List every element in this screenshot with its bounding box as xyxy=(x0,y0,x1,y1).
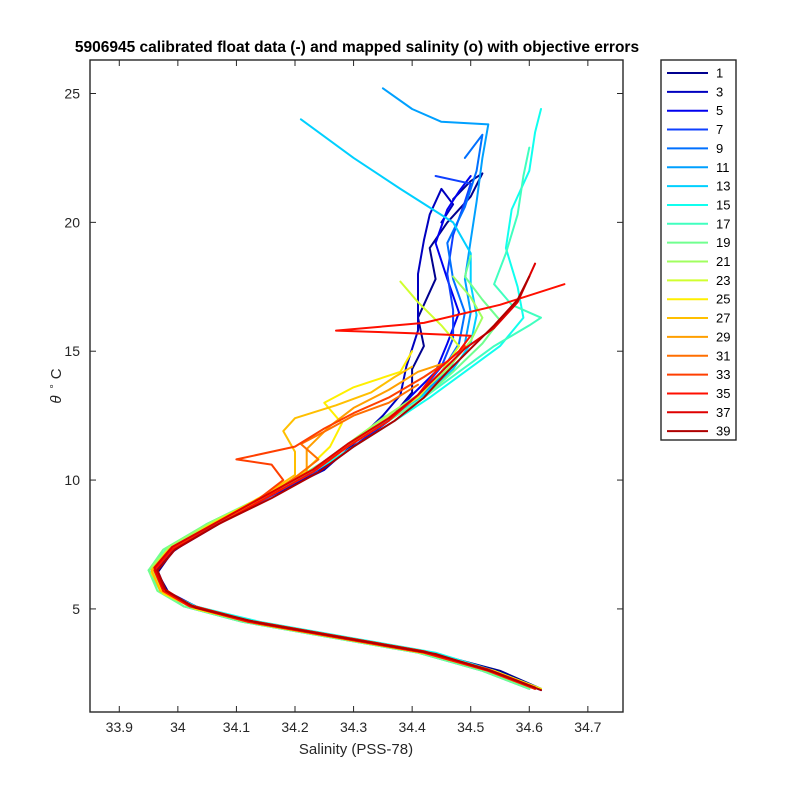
legend-label: 7 xyxy=(716,122,723,137)
legend-item-27: 27 xyxy=(667,311,730,326)
y-tick-label: 5 xyxy=(72,601,80,617)
legend-label: 19 xyxy=(716,235,730,250)
legend-item-35: 35 xyxy=(667,386,730,401)
legend-item-13: 13 xyxy=(667,179,730,194)
y-axis-ticks: 5 10 15 20 25 xyxy=(64,86,623,617)
legend-item-7: 7 xyxy=(667,122,723,137)
legend-label: 23 xyxy=(716,273,730,288)
legend-item-9: 9 xyxy=(667,141,723,156)
series-line-39 xyxy=(156,275,542,692)
x-tick-label: 33.9 xyxy=(106,719,133,735)
legend-label: 27 xyxy=(716,311,730,326)
y-axis-label-symbol: θ xyxy=(48,395,65,403)
legend-label: 13 xyxy=(716,179,730,194)
legend-item-17: 17 xyxy=(667,216,730,231)
legend-label: 31 xyxy=(716,348,730,363)
legend-label: 11 xyxy=(716,160,730,175)
legend-label: 29 xyxy=(716,329,730,344)
y-axis-label: θ ∘ C xyxy=(47,368,65,403)
legend-item-33: 33 xyxy=(667,367,730,382)
legend-item-1: 1 xyxy=(667,66,723,81)
x-tick-label: 34.5 xyxy=(457,719,484,735)
legend-item-21: 21 xyxy=(667,254,730,269)
legend-label: 15 xyxy=(716,197,730,212)
x-tick-label: 34.3 xyxy=(340,719,367,735)
y-tick-label: 10 xyxy=(64,472,80,488)
x-axis-label: Salinity (PSS-78) xyxy=(299,741,413,758)
legend-item-37: 37 xyxy=(667,405,730,420)
legend-item-11: 11 xyxy=(667,160,730,175)
legend-label: 35 xyxy=(716,386,730,401)
legend-item-3: 3 xyxy=(667,84,723,99)
legend-item-15: 15 xyxy=(667,197,730,212)
y-axis-label-degree: ∘ xyxy=(47,383,58,389)
chart-title: 5906945 calibrated float data (-) and ma… xyxy=(75,39,639,56)
legend-label: 37 xyxy=(716,405,730,420)
x-tick-label: 34.6 xyxy=(516,719,543,735)
legend-label: 25 xyxy=(716,292,730,307)
x-tick-label: 34.2 xyxy=(281,719,308,735)
legend-label: 9 xyxy=(716,141,723,156)
y-tick-label: 15 xyxy=(64,343,80,359)
plot-frame xyxy=(89,59,624,713)
legend-label: 3 xyxy=(716,84,723,99)
legend-label: 33 xyxy=(716,367,730,382)
legend-label: 5 xyxy=(716,103,723,118)
y-axis-label-unit: C xyxy=(48,368,65,379)
legend-item-5: 5 xyxy=(667,103,723,118)
legend-item-25: 25 xyxy=(667,292,730,307)
legend-label: 39 xyxy=(716,424,730,439)
legend-item-39: 39 xyxy=(667,424,730,439)
series-layer xyxy=(147,87,566,692)
x-tick-label: 34.7 xyxy=(574,719,601,735)
legend-item-29: 29 xyxy=(667,329,730,344)
y-tick-label: 20 xyxy=(64,214,80,230)
legend-box xyxy=(660,59,737,441)
legend-label: 17 xyxy=(716,216,730,231)
legend-label: 1 xyxy=(716,66,723,81)
x-tick-label: 34 xyxy=(170,719,186,735)
y-axis-label-group: θ ∘ C xyxy=(47,368,65,403)
legend-item-23: 23 xyxy=(667,273,730,288)
legend-item-31: 31 xyxy=(667,348,730,363)
x-axis-ticks: 33.9 34 34.1 34.2 34.3 34.4 34.5 34.6 34.7 xyxy=(106,60,602,735)
x-tick-label: 34.4 xyxy=(399,719,426,735)
legend-label: 21 xyxy=(716,254,730,269)
x-tick-label: 34.1 xyxy=(223,719,250,735)
legend-item-19: 19 xyxy=(667,235,730,250)
y-tick-label: 25 xyxy=(64,86,80,102)
